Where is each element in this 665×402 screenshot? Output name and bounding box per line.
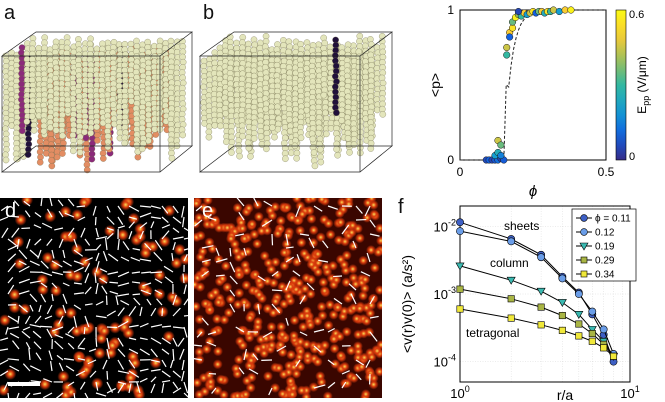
colorbar-label: Epp (V/μm) — [635, 56, 651, 114]
order-parameter-chart: 0 0.5 0 1 ϕ <p> 0.6 0 Epp (V/μm) — [427, 3, 651, 200]
plot-frame — [459, 9, 607, 161]
data-point — [567, 6, 575, 14]
panel-a-sphere-render — [0, 31, 194, 174]
marker — [455, 262, 465, 271]
x-tick-label: 0.5 — [598, 165, 615, 179]
data-point — [549, 6, 557, 14]
marker — [506, 276, 516, 285]
data-point — [497, 151, 505, 160]
marker — [574, 311, 584, 319]
marker — [456, 285, 464, 293]
x-axis-label: ϕ — [529, 183, 537, 200]
marker — [456, 305, 464, 313]
scale-bar — [8, 382, 40, 386]
panel-a-3d-render — [0, 28, 195, 193]
marker — [610, 352, 618, 360]
x-tick-label: 101 — [620, 384, 639, 401]
marker — [558, 312, 566, 320]
marker — [557, 299, 567, 308]
simulation-box — [198, 31, 394, 173]
panel-f-label: f — [398, 196, 404, 218]
marker — [600, 344, 608, 352]
marker — [507, 237, 516, 246]
series-3 — [456, 285, 618, 360]
data-point — [514, 7, 522, 16]
marker — [588, 307, 597, 316]
legend-marker — [580, 270, 588, 278]
annotation: sheets — [504, 219, 539, 233]
panel-b-3d-render — [196, 28, 396, 193]
panel-b-sphere-render — [198, 31, 394, 173]
legend-marker — [580, 228, 588, 236]
panel-b-label: b — [203, 2, 215, 24]
panel-d-density-field — [0, 198, 188, 398]
data-point — [503, 43, 511, 52]
marker — [456, 227, 464, 236]
legend-marker — [579, 242, 589, 251]
simulation-box — [0, 31, 194, 173]
colorbar — [615, 9, 627, 161]
marker — [456, 218, 464, 227]
marker — [536, 287, 546, 296]
x-tick-label: 0 — [457, 165, 464, 179]
legend-entry: ϕ = 0.11 — [595, 214, 631, 225]
y-tick-label: 10-4 — [434, 353, 456, 370]
legend-entry: 0.29 — [595, 256, 615, 267]
data-point — [497, 141, 505, 149]
panel-e-label: e — [202, 200, 214, 222]
velocity-arrows — [0, 198, 188, 398]
marker — [588, 330, 596, 338]
marker — [587, 326, 597, 334]
panel-e-density-field — [194, 198, 382, 398]
legend-entry: 0.19 — [595, 242, 615, 253]
marker — [575, 332, 583, 340]
panel-d-heatmap: d — [0, 198, 188, 398]
colorbar-tick-min: 0 — [629, 151, 635, 163]
annotation: tetragonal — [466, 326, 519, 340]
marker — [574, 290, 583, 298]
annotation: column — [490, 256, 529, 270]
y-tick-label: 10-3 — [434, 285, 456, 302]
fit-curve — [460, 9, 606, 161]
panel-c-chart: 0 0.5 0 1 ϕ <p> 0.6 0 Epp (V/μm) — [392, 0, 665, 200]
legend-entry: 0.34 — [595, 270, 615, 281]
marker — [575, 320, 583, 328]
data-point — [509, 24, 517, 32]
data-point — [555, 7, 563, 16]
panel-d-label: d — [5, 200, 17, 222]
marker — [537, 253, 546, 262]
marker — [588, 337, 596, 345]
plot-frame — [459, 205, 631, 383]
panel-a-label: a — [4, 2, 16, 24]
sphere-columns — [2, 34, 187, 174]
legend-marker — [580, 214, 588, 222]
marker — [558, 326, 566, 334]
y-tick-label: 0 — [447, 153, 454, 167]
panel-e-heatmap: e — [194, 198, 382, 398]
velocity-arrows — [194, 198, 380, 396]
y-axis-label: <v(r)v(0)> (a/s²) — [399, 255, 415, 353]
data-point — [506, 33, 514, 41]
x-tick-label: 100 — [450, 384, 469, 401]
legend-marker — [580, 256, 588, 264]
marker — [537, 303, 545, 311]
legend-entry: 0.12 — [595, 228, 615, 239]
marker — [558, 274, 567, 283]
x-axis-label: r/a — [557, 387, 574, 402]
series-4 — [456, 305, 618, 360]
sphere-columns — [200, 32, 387, 170]
marker — [599, 325, 608, 334]
marker — [537, 321, 545, 329]
panel-f-chart: 100 101 10-2 10-3 10-4 r/a <v(r)v(0)> (a/s²) sh… — [390, 198, 665, 402]
y-tick-label: 10-2 — [434, 217, 456, 234]
density-blobs — [194, 198, 382, 398]
series-1 — [456, 227, 618, 358]
data-point — [503, 51, 511, 59]
marker — [507, 295, 515, 303]
y-axis-label: <p> — [427, 73, 443, 97]
velocity-correlation-chart: 100 101 10-2 10-3 10-4 r/a <v(r)v(0)> (a/s²) sh… — [399, 205, 640, 402]
colorbar-tick-max: 0.6 — [629, 9, 644, 21]
marker — [507, 314, 515, 322]
y-tick-label: 1 — [447, 3, 454, 17]
